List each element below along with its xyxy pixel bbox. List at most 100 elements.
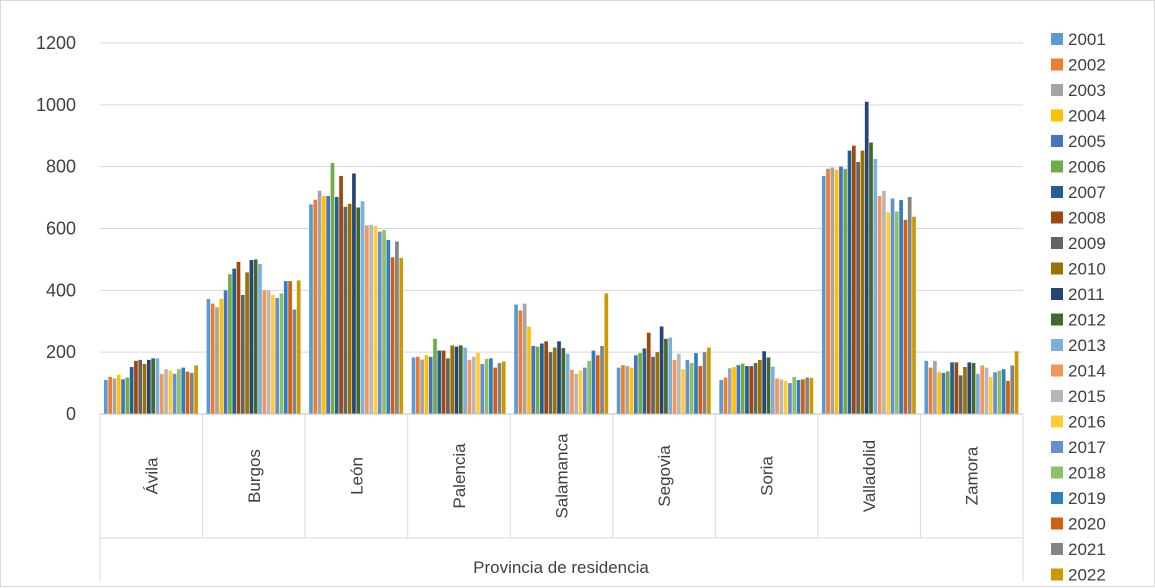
bar bbox=[164, 369, 168, 414]
bar bbox=[548, 352, 553, 414]
bar bbox=[621, 365, 625, 414]
bar bbox=[309, 204, 313, 414]
bar bbox=[775, 378, 779, 414]
bar bbox=[770, 366, 775, 414]
category-label: Ávila bbox=[142, 457, 161, 494]
bar bbox=[604, 293, 609, 414]
legend-label: 2014 bbox=[1068, 362, 1106, 381]
bar bbox=[245, 272, 249, 414]
bar bbox=[736, 365, 741, 414]
bar bbox=[685, 359, 690, 414]
legend-swatch bbox=[1051, 160, 1063, 173]
bar bbox=[360, 201, 365, 414]
bar bbox=[181, 367, 186, 415]
bar bbox=[433, 338, 437, 414]
bar bbox=[467, 359, 472, 414]
category-label: Soria bbox=[758, 456, 777, 496]
bar bbox=[395, 241, 399, 414]
bar bbox=[963, 367, 967, 414]
x-axis-categories: Ávila Burgos León Palencia Salamanca Segovia S… bbox=[142, 433, 981, 519]
legend-swatch bbox=[1051, 186, 1063, 198]
y-tick-label: 600 bbox=[46, 219, 76, 239]
bar bbox=[954, 362, 959, 414]
legend-swatch bbox=[1051, 262, 1063, 275]
bar bbox=[745, 366, 749, 414]
bar bbox=[356, 207, 361, 414]
bar bbox=[557, 341, 561, 414]
legend-swatch bbox=[1051, 313, 1063, 326]
legend-swatch bbox=[1051, 33, 1063, 45]
bar bbox=[561, 348, 566, 414]
bar bbox=[112, 378, 117, 414]
bar bbox=[997, 370, 1002, 414]
bar bbox=[501, 361, 506, 414]
bar bbox=[1001, 369, 1006, 414]
legend-swatch bbox=[1051, 237, 1063, 249]
bar bbox=[151, 358, 155, 414]
bar bbox=[215, 307, 219, 414]
bar bbox=[437, 350, 442, 414]
legend-label: 2018 bbox=[1068, 464, 1106, 483]
bar bbox=[219, 298, 224, 414]
bar bbox=[976, 373, 980, 414]
bar bbox=[390, 257, 395, 414]
bar bbox=[266, 290, 271, 414]
bar bbox=[945, 371, 950, 414]
bar bbox=[172, 373, 177, 414]
bar bbox=[518, 310, 523, 414]
legend-label: 2017 bbox=[1068, 438, 1106, 457]
bar bbox=[984, 367, 989, 415]
bar bbox=[899, 200, 903, 414]
bar bbox=[424, 355, 429, 414]
legend-swatch bbox=[1051, 288, 1063, 300]
legend-label: 2016 bbox=[1068, 413, 1106, 432]
legend-swatch bbox=[1051, 517, 1063, 530]
legend-label: 2013 bbox=[1068, 336, 1106, 355]
bar bbox=[689, 362, 694, 414]
bar bbox=[253, 259, 258, 414]
category-label: Salamanca bbox=[553, 433, 572, 519]
bar bbox=[463, 347, 467, 414]
y-tick-label: 1000 bbox=[36, 95, 76, 115]
bar bbox=[1006, 380, 1010, 414]
bar bbox=[386, 239, 391, 414]
bar bbox=[108, 376, 112, 414]
bar bbox=[758, 359, 762, 414]
bar bbox=[565, 353, 570, 414]
bar bbox=[458, 345, 463, 414]
bar bbox=[271, 294, 275, 414]
bar bbox=[851, 145, 856, 414]
bar bbox=[454, 346, 459, 414]
bar bbox=[783, 380, 788, 414]
category-label: León bbox=[347, 457, 366, 495]
bar bbox=[334, 196, 339, 414]
bar bbox=[642, 348, 647, 414]
bar bbox=[116, 374, 121, 414]
legend-swatch bbox=[1051, 568, 1063, 581]
bar bbox=[446, 358, 450, 414]
bar bbox=[937, 372, 942, 414]
legend-swatch bbox=[1051, 364, 1063, 377]
bar bbox=[125, 377, 130, 414]
bar bbox=[762, 351, 767, 414]
legend-swatch bbox=[1051, 339, 1063, 351]
legend-label: 2003 bbox=[1068, 81, 1106, 100]
bar bbox=[155, 358, 160, 414]
bar bbox=[826, 168, 830, 414]
bar bbox=[856, 162, 860, 414]
bar bbox=[788, 383, 792, 414]
legend-label: 2009 bbox=[1068, 234, 1106, 253]
legend-label: 2002 bbox=[1068, 56, 1106, 75]
legend-swatch bbox=[1051, 543, 1063, 555]
bar bbox=[189, 372, 194, 414]
bar bbox=[886, 212, 891, 414]
bar bbox=[236, 261, 241, 414]
bar bbox=[570, 369, 574, 414]
bar bbox=[967, 362, 972, 414]
bar bbox=[146, 359, 151, 414]
bar bbox=[168, 370, 173, 414]
bar bbox=[723, 377, 728, 414]
bar bbox=[415, 356, 420, 414]
